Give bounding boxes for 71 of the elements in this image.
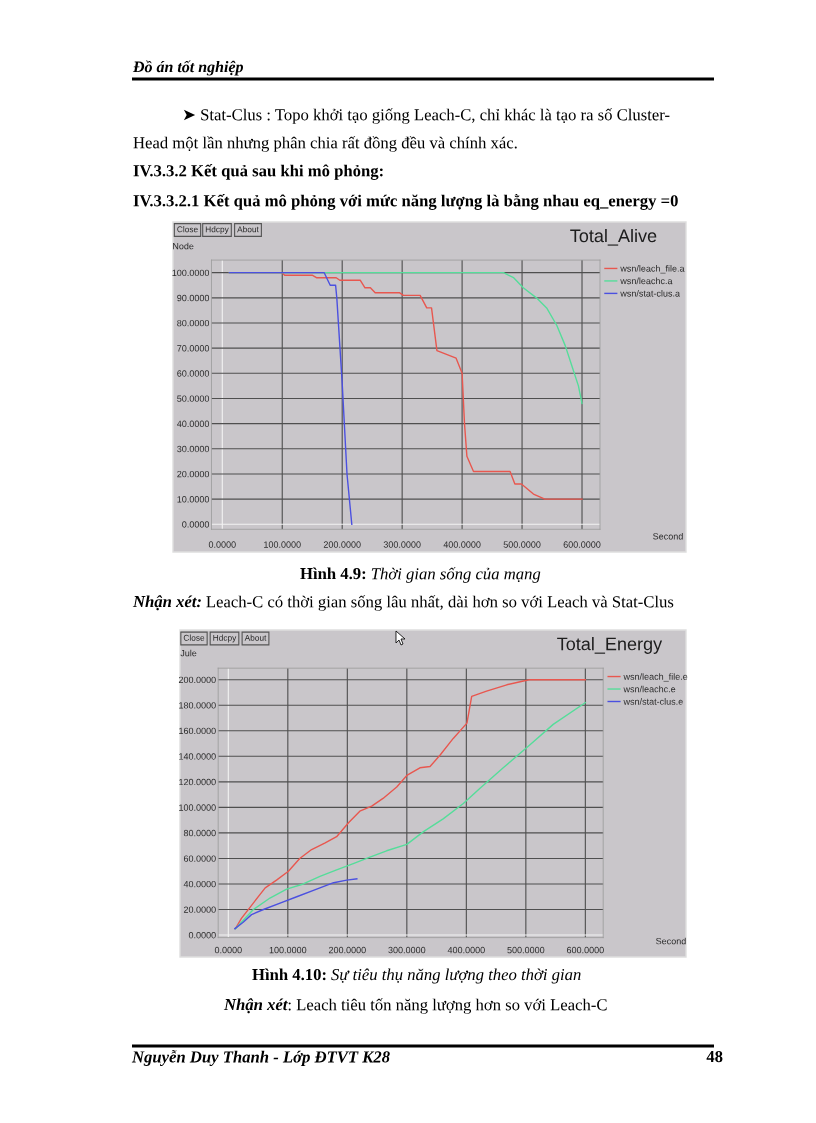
text: IV.3.3.2.1 Kết quả mô phỏng với mức năng lượng là bằng nhau eq_energy =0 — [133, 194, 678, 210]
x-tick-label: 400.0000 — [447, 946, 485, 954]
text: IV.3.3.2 Kết quả sau khi mô phỏng: — [133, 164, 383, 180]
y-tick-label: 10.0000 — [177, 496, 210, 503]
legend-label: wsn/stat-clus.a — [620, 290, 681, 297]
y-tick-label: 100.0000 — [179, 804, 216, 811]
text: Close — [177, 226, 198, 233]
y-tick-label: 0.0000 — [182, 521, 210, 528]
text: About — [244, 634, 267, 641]
y-tick-label: 30.0000 — [177, 445, 210, 453]
y-tick-label: 40.0000 — [183, 880, 216, 888]
text: Thời gian sống của mạng — [371, 567, 541, 583]
x-tick-label: 200.0000 — [323, 541, 361, 548]
y-tick-label: 160.0000 — [179, 727, 216, 735]
x-tick-label: 0.0000 — [208, 541, 236, 548]
text: Hình 4.9: — [300, 567, 366, 580]
text: Nhận xét — [223, 998, 288, 1014]
text: Head một lần nhưng phân chia rất đồng đều và chính xác. — [133, 136, 517, 152]
legend-label: wsn/stat-clus.e — [623, 698, 683, 705]
y-tick-label: 200.0000 — [178, 676, 216, 684]
x-tick-label: 500.0000 — [503, 541, 541, 548]
line-series — [234, 878, 358, 930]
y-tick-label: 180.0000 — [179, 702, 216, 709]
text: Nguyễn Duy Thanh - Lớp ĐTVT K28 — [131, 1050, 390, 1066]
y-tick-label: 60.0000 — [177, 370, 210, 377]
text: About — [237, 226, 259, 233]
text: Leach-C có thời gian sống lâu nhất, dài hơn so với Leach và Stat-Clus — [206, 595, 674, 611]
x-tick-label: 600.0000 — [566, 946, 604, 954]
y-tick-label: 120.0000 — [179, 778, 216, 786]
y-tick-label: 20.0000 — [183, 906, 216, 913]
text: Hdcpy — [213, 634, 237, 643]
text: 48 — [706, 1050, 723, 1063]
y-tick-label: 50.0000 — [177, 395, 210, 402]
y-tick-label: 90.0000 — [177, 294, 210, 302]
x-axis-title: Second — [656, 937, 686, 945]
legend-label: wsn/leach_file.a — [620, 265, 685, 274]
x-tick-label: 600.0000 — [563, 541, 601, 548]
x-tick-label: 500.0000 — [507, 946, 545, 954]
y-tick-label: 20.0000 — [177, 470, 210, 478]
y-tick-label: 100.0000 — [172, 269, 210, 277]
x-tick-label: 300.0000 — [388, 946, 426, 954]
y-axis-title: Jule — [180, 649, 197, 657]
legend-label: wsn/leachc.e — [623, 685, 676, 693]
x-tick-label: 0.0000 — [214, 946, 242, 954]
y-tick-label: 80.0000 — [177, 319, 210, 327]
y-axis-title: Node — [173, 242, 194, 250]
x-tick-label: 300.0000 — [383, 541, 421, 548]
text: Hdcpy — [205, 226, 229, 234]
text: Sự tiêu thụ năng lượng theo thời gian — [331, 968, 581, 984]
y-tick-label: 0.0000 — [188, 932, 216, 939]
line-series — [228, 271, 353, 525]
chart-title: Total_Alive — [570, 228, 657, 246]
x-axis-title: Second — [653, 532, 683, 540]
y-tick-label: 70.0000 — [177, 345, 210, 352]
y-tick-label: 40.0000 — [176, 420, 210, 427]
text: Đồ án tốt nghiệp — [132, 60, 244, 76]
text: ➤ Stat-Clus : Topo khởi tạo giống Leach-C, chỉ khác là tạo ra số Cluster- — [183, 108, 670, 124]
y-tick-label: 60.0000 — [183, 855, 216, 862]
text: Hình 4.10: — [252, 968, 326, 981]
legend-label: wsn/leach_file.e — [623, 673, 688, 682]
text: Close — [183, 634, 205, 641]
y-tick-label: 140.0000 — [179, 753, 216, 760]
legend-label: wsn/leachc.a — [620, 277, 673, 285]
x-tick-label: 100.0000 — [269, 946, 307, 954]
x-tick-label: 100.0000 — [264, 541, 301, 548]
chart-title: Total_Energy — [557, 637, 663, 654]
text: : Leach tiêu tốn năng lượng hơn so với Leach-C — [288, 998, 607, 1014]
text: Nhận xét: — [132, 595, 201, 611]
x-tick-label: 400.0000 — [443, 541, 481, 548]
y-tick-label: 80.0000 — [183, 829, 216, 837]
x-tick-label: 200.0000 — [328, 946, 366, 954]
